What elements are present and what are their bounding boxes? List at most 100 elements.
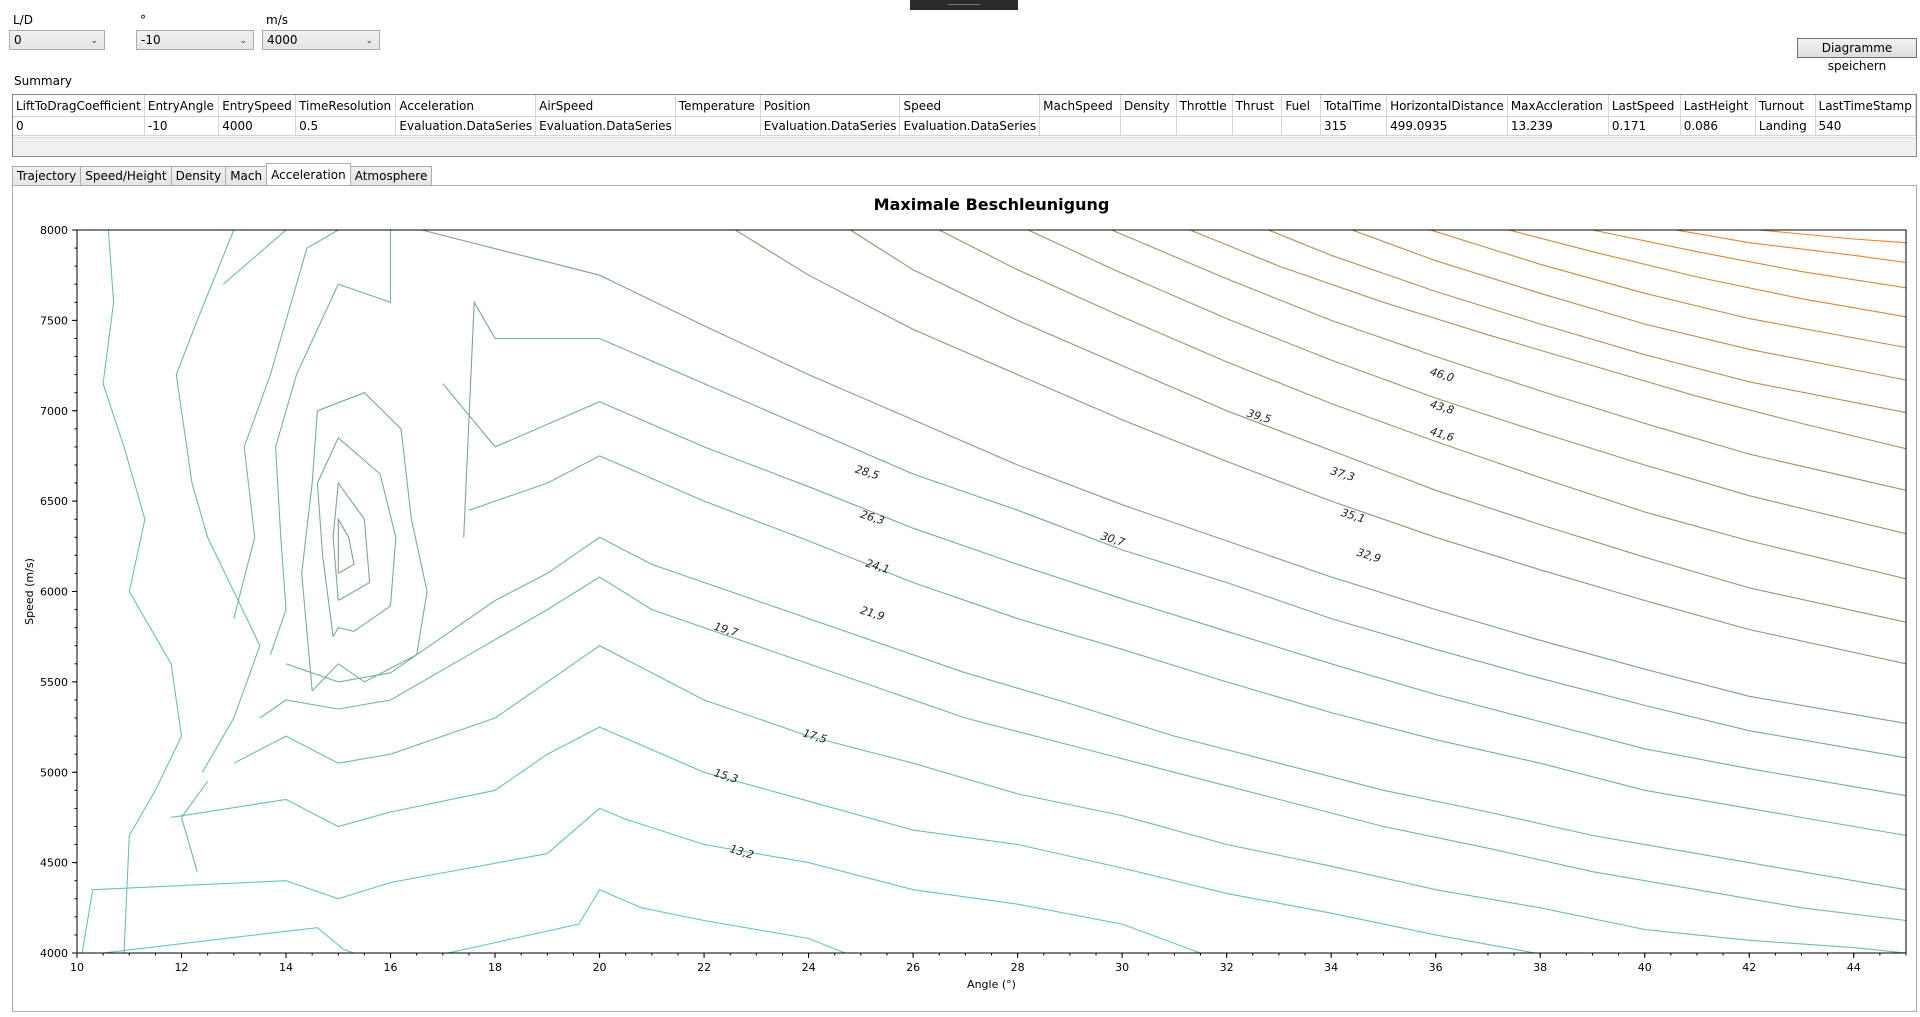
ld-label: L/D	[13, 13, 33, 27]
y-tick-label: 6000	[40, 586, 68, 599]
contour-lines	[81, 230, 1906, 953]
column-header-speed[interactable]: Speed	[899, 95, 1041, 117]
entry-angle-combobox[interactable]: -10 ⌄	[136, 30, 254, 50]
cell-machspeed[interactable]	[1039, 116, 1122, 136]
save-diagrams-button[interactable]: Diagramme speichern	[1797, 38, 1917, 73]
table-row[interactable]: 0 -10 4000 0.5 Evaluation.DataSeries Evaluati…	[13, 116, 1917, 136]
column-header-density[interactable]: Density	[1120, 95, 1177, 117]
y-tick-label: 4000	[40, 947, 68, 960]
tab-acceleration[interactable]: Acceleration	[266, 163, 351, 185]
tab-trajectory[interactable]: Trajectory	[12, 166, 82, 185]
contour-line-15	[938, 230, 1906, 580]
column-header-lifttodragcoefficient[interactable]: LiftToDragCoefficient	[13, 95, 145, 117]
y-tick-label: 4500	[40, 857, 68, 870]
contour-label: 28,5	[853, 463, 880, 483]
contour-line-21	[1430, 230, 1906, 349]
tab-density[interactable]: Density	[170, 166, 227, 185]
cell-position[interactable]: Evaluation.DataSeries	[760, 116, 901, 136]
x-tick-label: 36	[1429, 961, 1443, 974]
contour-line-13	[735, 230, 1906, 665]
tab-mach[interactable]: Mach	[225, 166, 268, 185]
contour-label: 41,6	[1428, 425, 1455, 445]
contour-line-29	[269, 230, 392, 655]
column-header-lastspeed[interactable]: LastSpeed	[1608, 95, 1681, 117]
x-tick-label: 24	[802, 961, 816, 974]
cell-lastheight[interactable]: 0.086	[1680, 116, 1756, 136]
plot-frame	[76, 229, 1907, 954]
contour-line-7	[259, 576, 1906, 922]
column-header-horizontaldistance[interactable]: HorizontalDistance	[1386, 95, 1508, 117]
column-header-fuel[interactable]: Fuel	[1281, 95, 1321, 117]
x-tick-label: 32	[1220, 961, 1234, 974]
column-header-entryspeed[interactable]: EntrySpeed	[218, 95, 297, 117]
summary-grid[interactable]: LiftToDragCoefficient EntryAngle EntrySpee…	[12, 94, 1917, 157]
drag-handle[interactable]	[910, 0, 1018, 10]
column-header-position[interactable]: Position	[760, 95, 901, 117]
cell-entryspeed[interactable]: 4000	[218, 116, 297, 136]
y-axis-label: Speed (m/s)	[23, 558, 36, 625]
column-header-totaltime[interactable]: TotalTime	[1320, 95, 1388, 117]
cell-fuel[interactable]	[1281, 116, 1321, 136]
cell-totaltime[interactable]: 315	[1320, 116, 1388, 136]
column-header-thrust[interactable]: Thrust	[1232, 95, 1283, 117]
contour-label: 35,1	[1339, 506, 1366, 526]
y-tick-label: 7500	[40, 314, 68, 327]
speed-unit-label: m/s	[266, 13, 288, 27]
cell-horizontaldistance[interactable]: 499.0935	[1386, 116, 1508, 136]
contour-label: 19,7	[712, 620, 739, 640]
tab-speed-height[interactable]: Speed/Height	[80, 166, 172, 185]
cell-lasttimestamp[interactable]: 540	[1815, 116, 1917, 136]
contour-line-32	[332, 481, 371, 601]
column-header-maxaccleration[interactable]: MaxAccleration	[1507, 95, 1609, 117]
contour-line-12	[421, 230, 1906, 724]
horizontal-scrollbar[interactable]	[13, 137, 1916, 156]
column-header-acceleration[interactable]: Acceleration	[395, 95, 537, 117]
x-tick-label: 44	[1847, 961, 1861, 974]
cell-speed[interactable]: Evaluation.DataSeries	[899, 116, 1041, 136]
entry-speed-combobox[interactable]: 4000 ⌄	[262, 30, 380, 50]
cell-temperature[interactable]	[675, 116, 761, 136]
contour-label: 37,3	[1329, 464, 1356, 484]
cell-maxaccleration[interactable]: 13.239	[1507, 116, 1609, 136]
cell-airspeed[interactable]: Evaluation.DataSeries	[535, 116, 676, 136]
contour-line-28	[233, 230, 339, 619]
contour-label: 46,0	[1428, 365, 1455, 385]
column-header-machspeed[interactable]: MachSpeed	[1039, 95, 1122, 117]
x-axis-label: Angle (°)	[967, 978, 1016, 991]
y-tick-label: 5500	[40, 676, 68, 689]
cell-lifttodragcoefficient[interactable]: 0	[13, 116, 145, 136]
cell-lastspeed[interactable]: 0.171	[1608, 116, 1681, 136]
tab-strip: Trajectory Speed/Height Density Mach Acceler…	[12, 163, 433, 185]
contour-line-22	[1508, 230, 1906, 318]
column-header-turnout[interactable]: Turnout	[1755, 95, 1816, 117]
contour-line-23	[1592, 230, 1906, 289]
contour-line-5	[175, 230, 261, 773]
contour-line-20	[1351, 230, 1906, 381]
y-tick-label: 8000	[40, 224, 68, 237]
cell-acceleration[interactable]: Evaluation.DataSeries	[395, 116, 537, 136]
column-header-lasttimestamp[interactable]: LastTimeStamp	[1815, 95, 1917, 117]
tab-panel: Maximale Beschleunigung 46,0 43,8 41,6 39,5 3…	[12, 185, 1917, 1012]
column-header-timeresolution[interactable]: TimeResolution	[295, 95, 397, 117]
tab-atmosphere[interactable]: Atmosphere	[349, 166, 433, 185]
ld-combobox[interactable]: 0 ⌄	[9, 30, 105, 50]
cell-thrust[interactable]	[1232, 116, 1283, 136]
x-tick-label: 28	[1011, 961, 1025, 974]
angle-label: °	[140, 13, 146, 27]
contour-label: 24,1	[864, 557, 891, 577]
contour-label: 15,3	[712, 766, 739, 786]
cell-density[interactable]	[1120, 116, 1177, 136]
cell-timeresolution[interactable]: 0.5	[295, 116, 397, 136]
column-header-airspeed[interactable]: AirSpeed	[535, 95, 676, 117]
cell-throttle[interactable]	[1176, 116, 1233, 136]
column-header-temperature[interactable]: Temperature	[675, 95, 761, 117]
column-header-throttle[interactable]: Throttle	[1176, 95, 1233, 117]
column-header-lastheight[interactable]: LastHeight	[1680, 95, 1756, 117]
column-header-entryangle[interactable]: EntryAngle	[144, 95, 220, 117]
contour-line-6	[233, 645, 1906, 953]
contour-line-30	[301, 392, 428, 692]
contour-line-18	[1189, 230, 1906, 450]
y-tick-label: 6500	[40, 495, 68, 508]
cell-turnout[interactable]: Landing	[1755, 116, 1816, 136]
cell-entryangle[interactable]: -10	[144, 116, 220, 136]
